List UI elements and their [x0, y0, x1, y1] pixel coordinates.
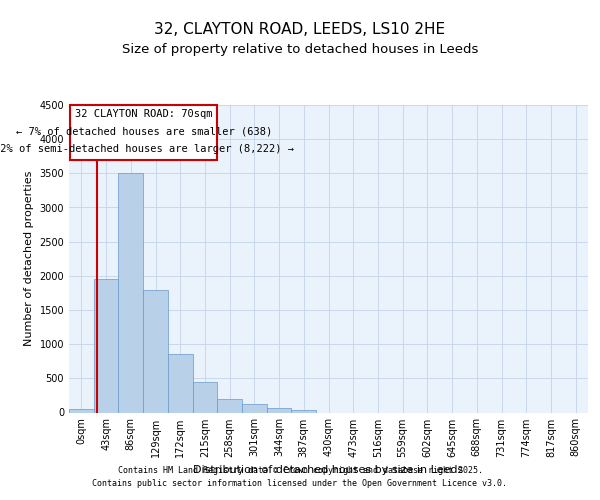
Bar	[292, 410, 316, 412]
Bar	[193, 382, 217, 412]
Bar	[94, 279, 118, 412]
Bar	[143, 290, 168, 412]
Text: 32, CLAYTON ROAD, LEEDS, LS10 2HE: 32, CLAYTON ROAD, LEEDS, LS10 2HE	[154, 22, 446, 38]
Text: ← 7% of detached houses are smaller (638): ← 7% of detached houses are smaller (638…	[16, 126, 272, 136]
Bar	[217, 399, 242, 412]
Bar	[242, 404, 267, 412]
Y-axis label: Number of detached properties: Number of detached properties	[24, 171, 34, 346]
Text: Contains HM Land Registry data © Crown copyright and database right 2025.
Contai: Contains HM Land Registry data © Crown c…	[92, 466, 508, 487]
Bar	[69, 409, 94, 412]
Text: 32 CLAYTON ROAD: 70sqm: 32 CLAYTON ROAD: 70sqm	[75, 110, 212, 120]
Text: Size of property relative to detached houses in Leeds: Size of property relative to detached ho…	[122, 42, 478, 56]
X-axis label: Distribution of detached houses by size in Leeds: Distribution of detached houses by size …	[193, 465, 464, 475]
Bar	[267, 408, 292, 412]
Bar	[168, 354, 193, 412]
Bar	[70, 105, 217, 160]
Bar	[118, 174, 143, 412]
Text: 92% of semi-detached houses are larger (8,222) →: 92% of semi-detached houses are larger (…	[0, 144, 294, 154]
